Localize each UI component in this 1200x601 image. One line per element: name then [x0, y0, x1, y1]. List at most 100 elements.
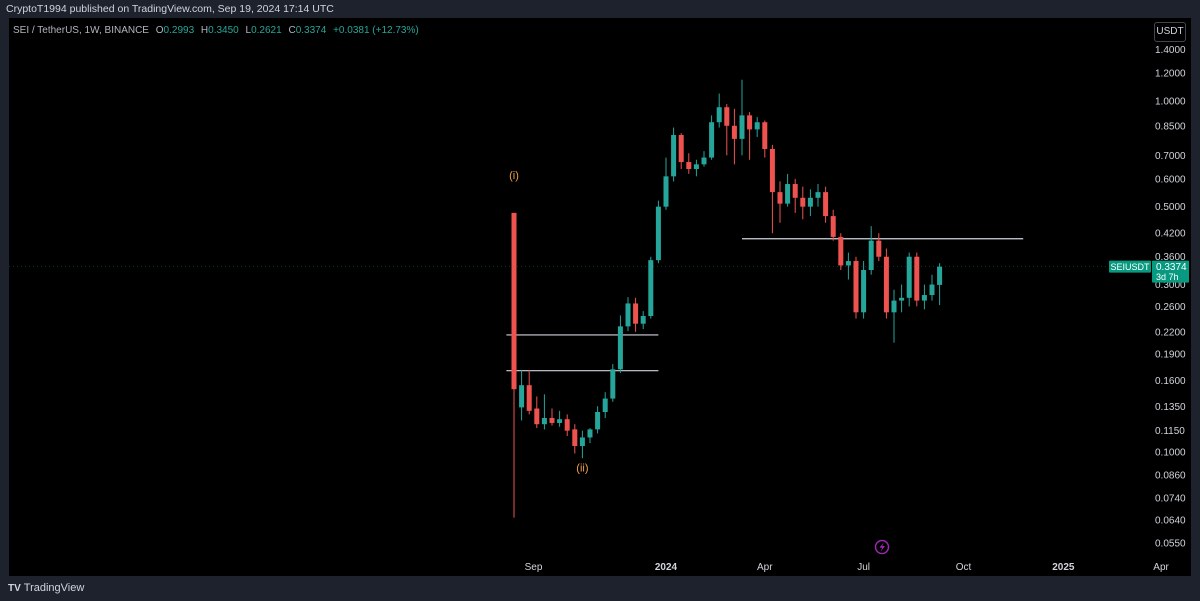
candle-body — [876, 240, 882, 257]
y-tick-label: 0.1150 — [1155, 426, 1185, 437]
candle-body — [519, 385, 525, 408]
y-tick-label: 0.1000 — [1155, 448, 1186, 459]
legend-low-label: L — [245, 25, 252, 36]
candle-body — [838, 236, 844, 266]
candle-body — [868, 240, 874, 271]
candle-body — [701, 157, 707, 165]
candle-body — [617, 326, 623, 370]
y-tick-label: 1.2000 — [1155, 69, 1186, 80]
candle-body — [747, 115, 753, 130]
tradingview-brand[interactable]: TV TradingView — [8, 582, 84, 594]
candle-body — [929, 284, 935, 296]
flash-icon-bolt — [879, 542, 885, 552]
y-tick-label: 0.7000 — [1155, 151, 1186, 162]
candle-body — [724, 107, 730, 126]
y-tick-label: 0.6000 — [1155, 174, 1186, 185]
brand-name: TradingView — [23, 582, 85, 594]
candle-body — [792, 184, 798, 198]
y-tick-label: 0.2600 — [1155, 302, 1186, 313]
x-tick-label: Jul — [857, 562, 870, 573]
candle-body — [823, 192, 829, 217]
candle-body — [739, 115, 745, 139]
candle-body — [526, 385, 532, 411]
y-tick-label: 0.0740 — [1155, 493, 1186, 504]
y-tick-label: 0.1600 — [1155, 376, 1186, 387]
candle-body — [595, 412, 601, 430]
ohlc-legend: SEI / TetherUS, 1W, BINANCE O0.2993 H0.3… — [13, 25, 419, 36]
candle-body — [769, 148, 775, 193]
y-tick-label: 1.4000 — [1155, 45, 1186, 56]
legend-change: +0.0381 (+12.73%) — [333, 25, 419, 36]
x-tick-label: 2025 — [1052, 562, 1075, 573]
candle-body — [830, 216, 836, 237]
flash-icon — [874, 539, 890, 555]
candle-body — [633, 303, 639, 324]
y-tick-label: 0.0550 — [1155, 539, 1186, 550]
price-tag-countdown: 3d 7h — [1156, 272, 1179, 282]
candle-body — [921, 295, 927, 301]
legend-high-value: 0.3450 — [208, 25, 239, 36]
candle-body — [655, 206, 661, 261]
legend-symbol: SEI / TetherUS, 1W, BINANCE — [13, 25, 149, 36]
candle-body — [671, 135, 677, 177]
tradingview-logo-icon: TV — [8, 583, 21, 594]
y-tick-label: 1.0000 — [1155, 97, 1186, 108]
candle-body — [511, 212, 517, 390]
candle-body — [716, 107, 722, 123]
legend-high-label: H — [200, 25, 209, 36]
y-tick-label: 0.1900 — [1155, 350, 1186, 361]
candle-body — [815, 192, 821, 198]
candle-body — [861, 270, 867, 313]
candle-body — [754, 122, 760, 130]
legend-close-label: C — [288, 25, 296, 36]
candle-body — [648, 260, 654, 317]
candle-body — [693, 164, 699, 170]
y-tick-label: 0.1350 — [1155, 402, 1186, 413]
x-tick-label: Sep — [525, 562, 543, 573]
candlestick-chart[interactable]: 1.4000 1.2000 1.0000 0.8500 0.7000 0.6000 0.50… — [9, 18, 1191, 576]
price-tag-bg — [1152, 260, 1189, 283]
y-tick-label: 0.4200 — [1155, 229, 1186, 240]
candle-body — [785, 184, 791, 204]
candle-body — [579, 437, 585, 447]
candle-body — [549, 417, 555, 423]
candle-body — [625, 303, 631, 327]
candle-body — [709, 122, 715, 158]
candle-body — [853, 261, 859, 313]
symbol-tag-bg — [1109, 260, 1151, 273]
candle-body — [762, 122, 768, 149]
candle-body — [534, 408, 540, 425]
currency-button[interactable]: USDT — [1154, 22, 1186, 42]
candle-body — [587, 429, 593, 438]
price-tag-value: 0.3374 — [1156, 262, 1187, 273]
y-tick-label: 0.3000 — [1155, 280, 1186, 291]
x-tick-label: Oct — [956, 562, 972, 573]
wave-label: (ii) — [576, 462, 588, 474]
candle-body — [564, 419, 570, 431]
top-bar: CryptoT1994 published on TradingView.com… — [0, 0, 1200, 18]
y-tick-label: 0.0860 — [1155, 470, 1186, 481]
candle-body — [845, 261, 851, 266]
legend-open-value: 0.2993 — [163, 25, 195, 36]
legend-open-label: O — [155, 25, 164, 36]
symbol-tag: SEIUSDT — [1110, 262, 1150, 272]
y-tick-label: 0.5000 — [1155, 202, 1186, 213]
candle-body — [906, 256, 912, 298]
y-tick-label: 0.3600 — [1155, 252, 1186, 263]
candle-body — [602, 398, 608, 413]
candle-body — [686, 162, 692, 170]
chart-pane[interactable]: 1.4000 1.2000 1.0000 0.8500 0.7000 0.6000 0.50… — [9, 18, 1191, 576]
legend-close-value: 0.3374 — [295, 25, 327, 36]
candle-body — [640, 316, 646, 324]
candle-body — [891, 300, 897, 313]
y-tick-label: 0.0640 — [1155, 516, 1186, 527]
candle-body — [807, 197, 813, 207]
legend-low-value: 0.2621 — [251, 25, 282, 36]
candle-body — [678, 135, 684, 163]
y-tick-label: 0.2200 — [1155, 327, 1186, 338]
candle-body — [572, 429, 578, 447]
candle-body — [541, 417, 547, 425]
x-tick-label: 2024 — [655, 562, 678, 573]
candle-body — [899, 297, 905, 301]
candle-body — [914, 256, 920, 301]
